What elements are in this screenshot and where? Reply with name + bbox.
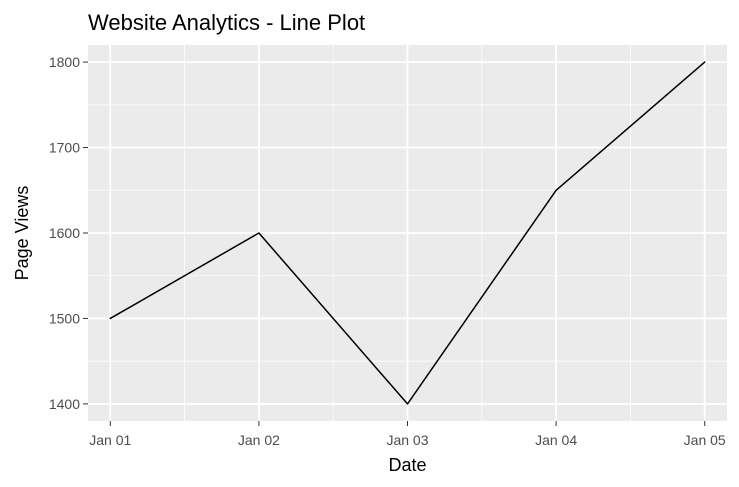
x-axis-title: Date: [388, 455, 426, 475]
y-axis-title: Page Views: [12, 186, 32, 281]
x-axis-tick-label: Jan 01: [89, 432, 131, 448]
y-axis-tick-label: 1400: [49, 396, 80, 412]
chart-title: Website Analytics - Line Plot: [88, 10, 365, 35]
y-axis-tick-label: 1600: [49, 225, 80, 241]
y-axis-ticks: [83, 61, 88, 405]
x-axis-tick-label: Jan 03: [386, 432, 428, 448]
series-layer: [109, 61, 706, 405]
x-axis-tick-label: Jan 02: [238, 432, 280, 448]
x-axis-ticks: [109, 421, 706, 426]
x-axis-tick-labels: Jan 01 Jan 02 Jan 03 Jan 04 Jan 05: [89, 432, 726, 448]
series-line: [109, 61, 706, 405]
x-axis-tick-label: Jan 04: [535, 432, 577, 448]
x-axis-tick-label: Jan 05: [684, 432, 726, 448]
y-axis-tick-label: 1500: [49, 310, 80, 326]
y-axis-tick-label: 1800: [49, 54, 80, 70]
y-axis-tick-label: 1700: [49, 140, 80, 156]
y-axis-tick-labels: 1400 1500 1600 1700 1800: [49, 54, 80, 412]
